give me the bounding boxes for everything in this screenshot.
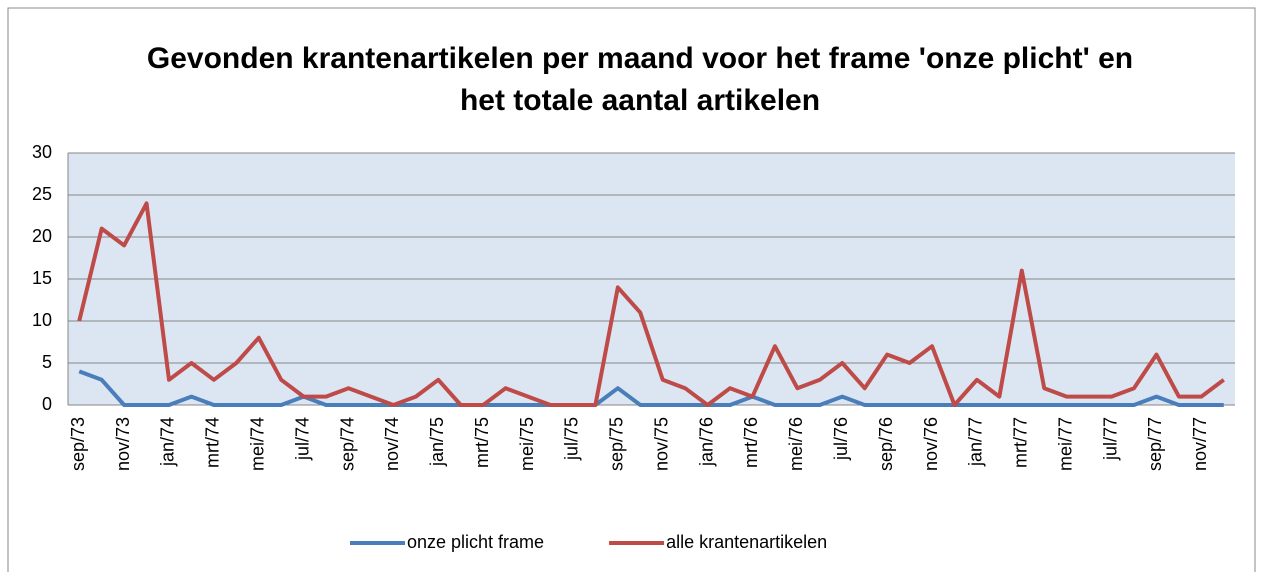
x-tick-label: jul/75 — [562, 417, 582, 461]
chart-title: Gevonden krantenartikelen per maand voor… — [146, 42, 1134, 117]
y-tick-label: 10 — [32, 310, 52, 330]
chart-border — [7, 7, 1256, 572]
series-line — [78, 369, 1224, 407]
x-tick-label: sep/73 — [68, 417, 88, 471]
y-tick-label: 0 — [42, 394, 52, 414]
x-tick-label: mei/74 — [248, 417, 268, 471]
x-tick-label: sep/76 — [876, 417, 896, 471]
y-tick-label: 25 — [32, 184, 52, 204]
x-tick-label: jan/74 — [158, 417, 178, 467]
x-tick-label: nov/75 — [651, 417, 671, 471]
x-tick-label: mei/76 — [786, 417, 806, 471]
x-tick-label: mrt/77 — [1011, 417, 1031, 468]
y-tick-label: 5 — [42, 352, 52, 372]
x-tick-label: jul/77 — [1100, 417, 1120, 461]
x-tick-label: mrt/74 — [203, 417, 223, 468]
y-tick-label: 15 — [32, 268, 52, 288]
x-tick-label: mei/77 — [1055, 417, 1075, 471]
x-tick-label: sep/75 — [607, 417, 627, 471]
x-tick-label: nov/76 — [921, 417, 941, 471]
x-tick-label: jan/76 — [696, 417, 716, 467]
x-tick-label: nov/73 — [113, 417, 133, 471]
x-tick-label: jan/77 — [966, 417, 986, 467]
x-tick-label: jul/76 — [831, 417, 851, 461]
x-tick-label: mrt/76 — [741, 417, 761, 468]
legend-label: onze plicht frame — [407, 532, 544, 552]
x-tick-label: jul/74 — [292, 417, 312, 461]
x-tick-label: nov/77 — [1190, 417, 1210, 471]
x-tick-label: nov/74 — [382, 417, 402, 471]
x-tick-label: sep/74 — [337, 417, 357, 471]
x-tick-label: mei/75 — [517, 417, 537, 471]
series-line — [77, 201, 1225, 407]
legend-label: alle krantenartikelen — [666, 532, 827, 552]
y-tick-label: 30 — [32, 142, 52, 162]
x-tick-label: jan/75 — [427, 417, 447, 467]
x-tick-label: mrt/75 — [472, 417, 492, 468]
x-tick-label: sep/77 — [1145, 417, 1165, 471]
y-tick-label: 20 — [32, 226, 52, 246]
